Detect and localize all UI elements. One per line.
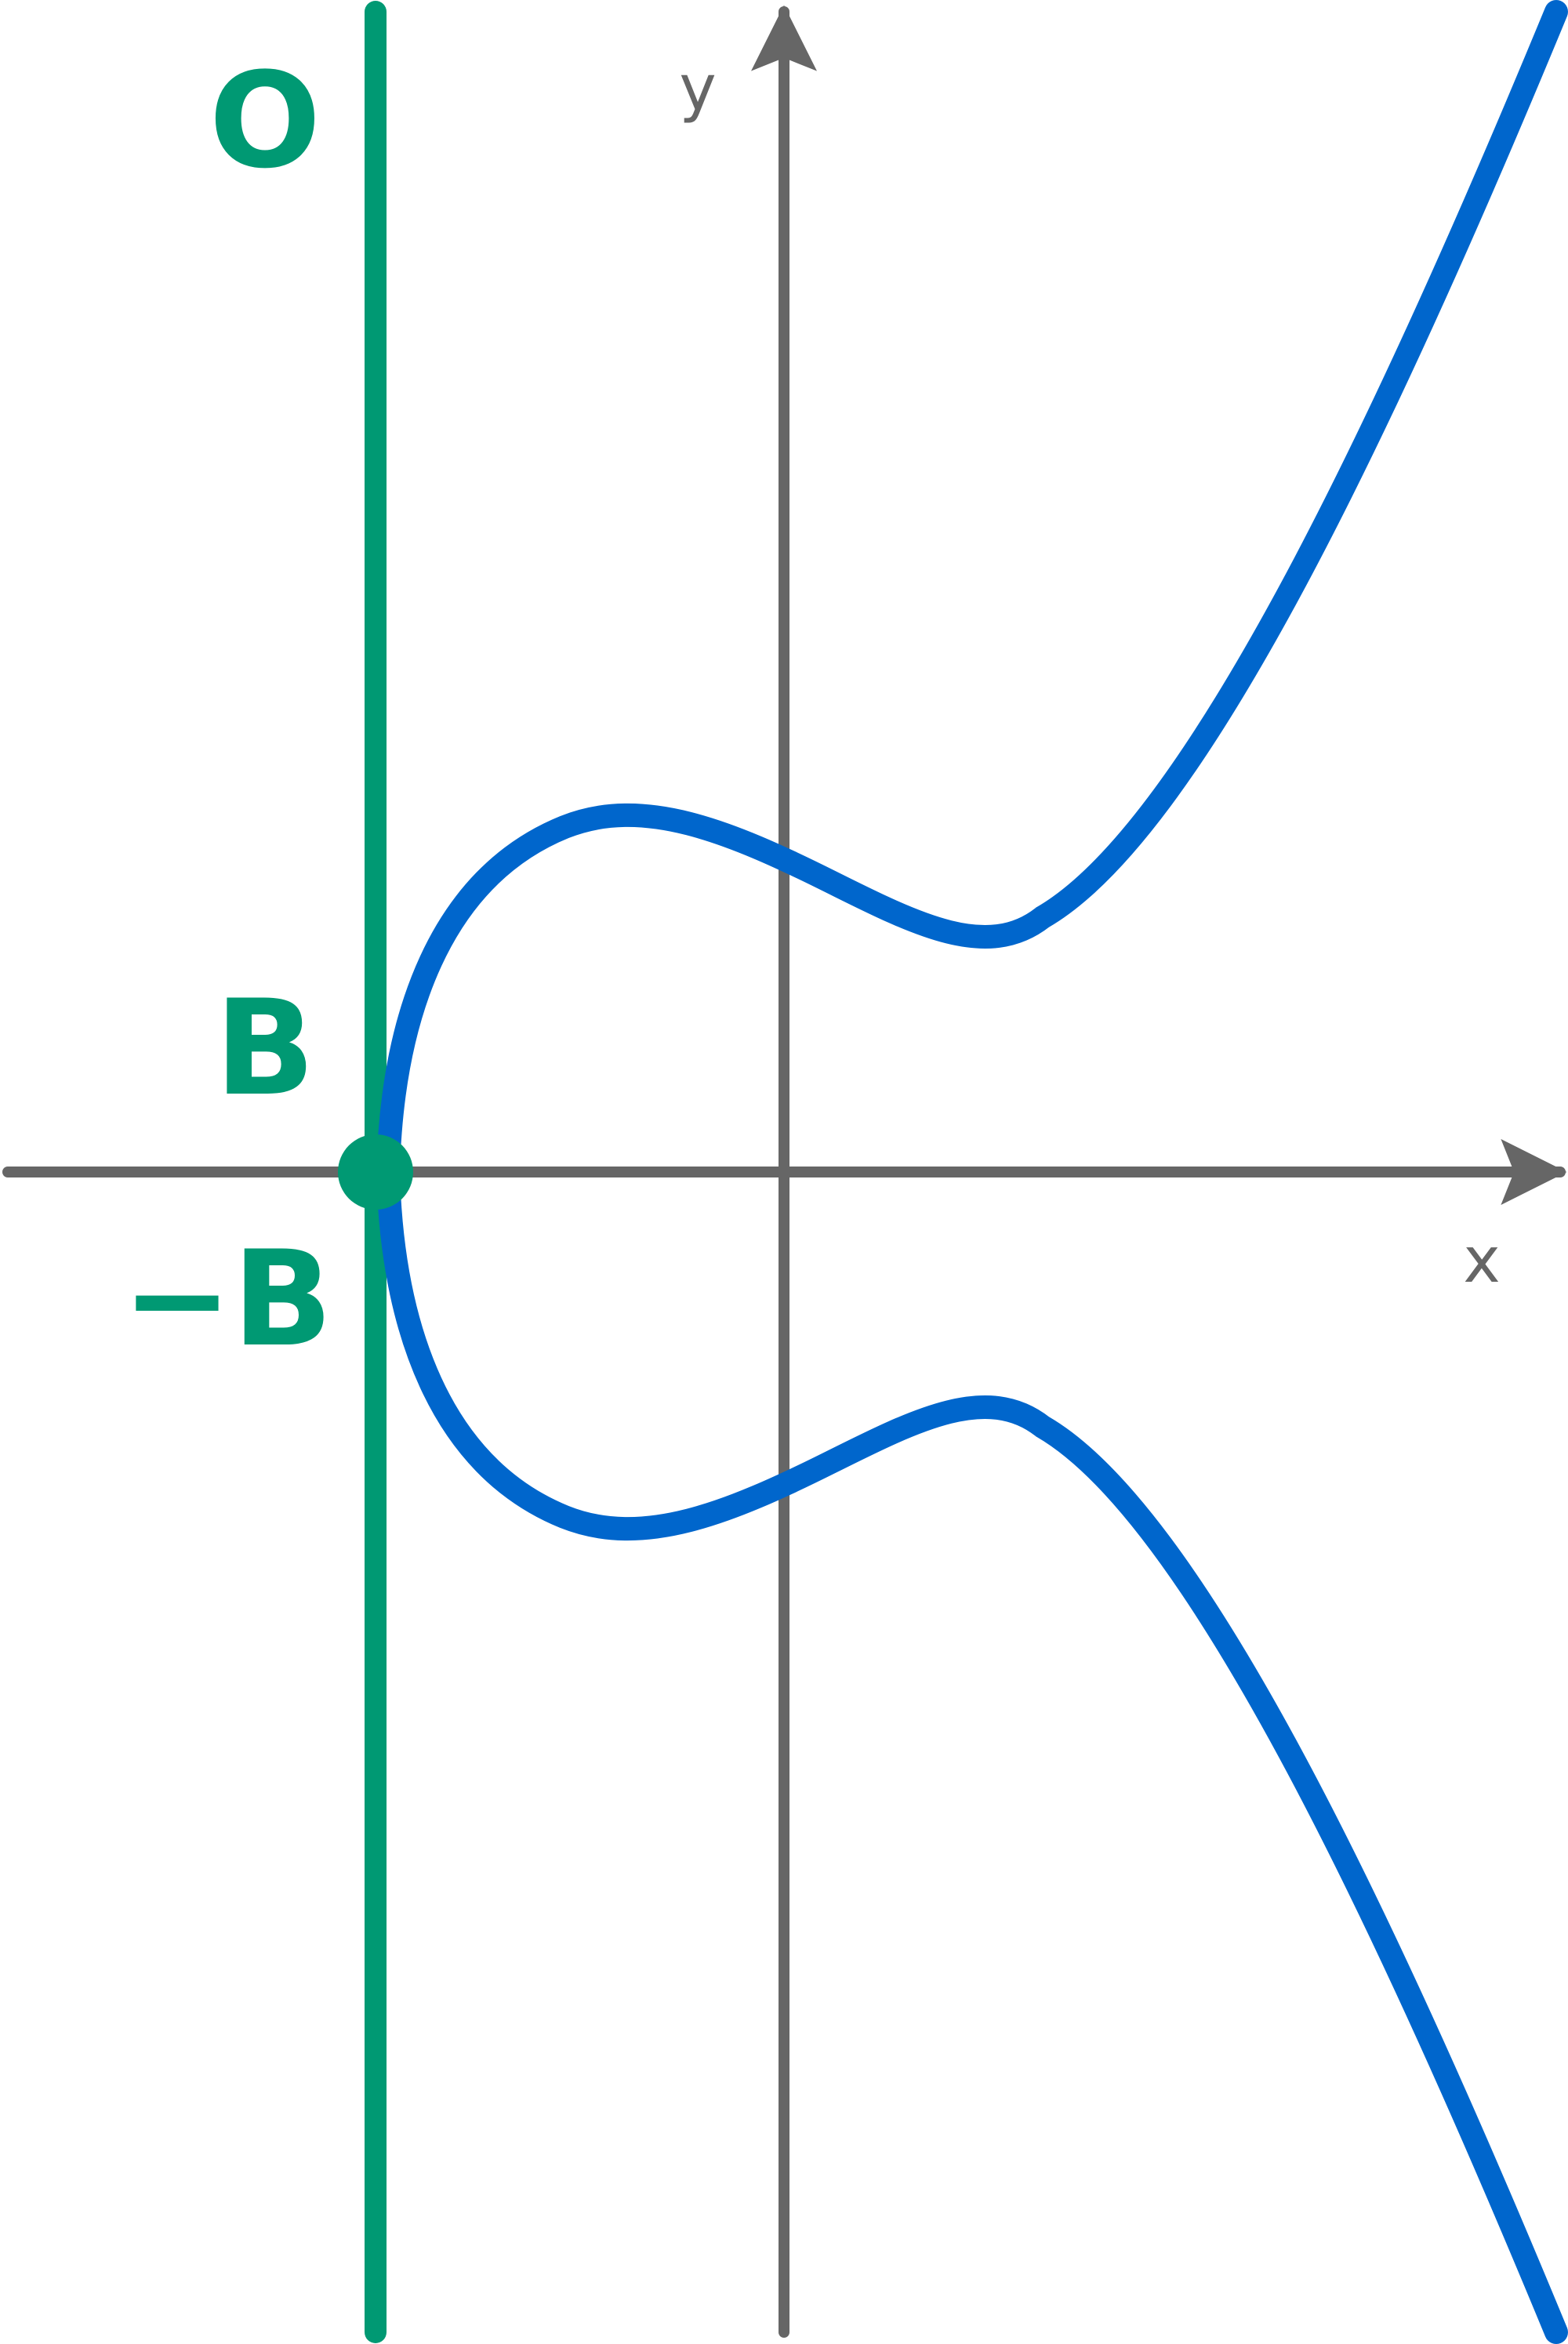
point-B-marker <box>338 1134 413 1210</box>
label-O: O <box>209 44 321 198</box>
curve-lower-branch <box>376 1160 1568 2344</box>
label-B: B <box>215 971 315 1125</box>
label-neg-B: −B <box>122 1222 333 1376</box>
y-axis-label: y <box>679 52 716 125</box>
curve-upper-branch <box>376 0 1568 1184</box>
x-axis-label: x <box>1463 1224 1500 1297</box>
